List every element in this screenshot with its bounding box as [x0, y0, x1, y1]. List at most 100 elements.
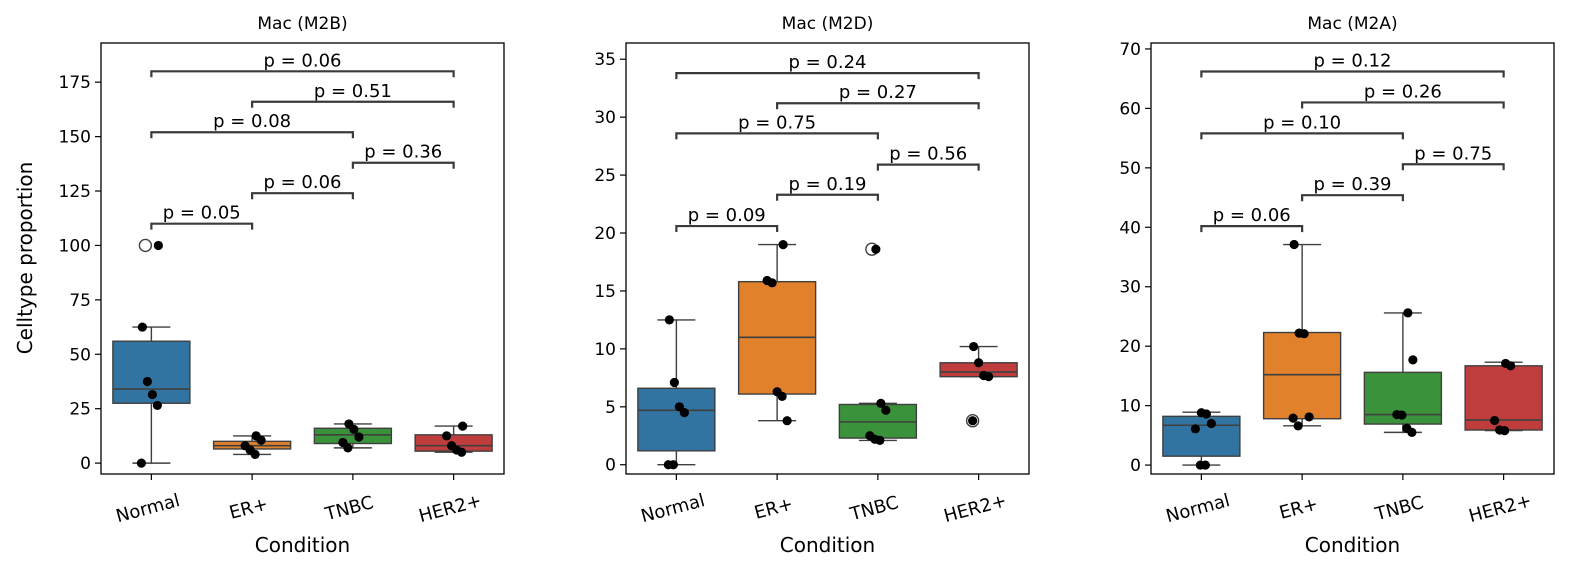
- bracket-line: [1401, 163, 1505, 171]
- data-point: [669, 377, 679, 388]
- data-point: [1490, 415, 1500, 426]
- bracket-line: [776, 102, 980, 110]
- significance-bracket: p = 0.10: [1200, 112, 1404, 140]
- box-HER2+: [1464, 361, 1543, 432]
- box-iqr: [112, 340, 191, 404]
- y-tick-label: 60: [1119, 99, 1141, 119]
- p-value-label: p = 0.12: [1313, 51, 1391, 72]
- p-value-label: p = 0.10: [1263, 112, 1341, 133]
- bracket-line: [675, 72, 980, 80]
- y-tick-label: 30: [594, 108, 616, 128]
- box-iqr: [1262, 331, 1342, 420]
- y-tick-label: 20: [594, 224, 616, 244]
- y-tick-label: 175: [59, 73, 91, 93]
- x-axis-label: Condition: [1305, 533, 1400, 557]
- chart-panel: Mac (M2A) p = 0.06 p = 0.39 p = 0.75 p = 0.1…: [1119, 14, 1555, 557]
- data-point: [447, 441, 457, 451]
- p-value-label: p = 0.24: [788, 52, 866, 73]
- p-value-label: p = 0.19: [788, 174, 866, 195]
- data-point: [1501, 358, 1511, 369]
- data-point: [1288, 413, 1298, 423]
- data-point: [147, 389, 157, 400]
- bracket-line: [251, 192, 354, 200]
- y-tick-label: 75: [69, 291, 91, 311]
- bracket-line: [1200, 70, 1505, 78]
- outlier-marker: [138, 238, 153, 253]
- significance-bracket: p = 0.36: [351, 142, 455, 169]
- bracket-line: [1200, 132, 1404, 140]
- data-point: [152, 400, 162, 411]
- p-value-label: p = 0.26: [1364, 81, 1442, 102]
- y-tick-label: 30: [1119, 278, 1141, 298]
- y-tick-label: 150: [59, 128, 91, 148]
- significance-bracket: p = 0.12: [1200, 51, 1505, 78]
- y-tick-label: 70: [1119, 40, 1141, 60]
- bracket-line: [351, 161, 455, 169]
- significance-bracket: p = 0.09: [675, 205, 779, 233]
- y-tick-label: 50: [1119, 159, 1141, 179]
- box-iqr: [1162, 415, 1241, 457]
- box-Normal: [112, 238, 191, 464]
- significance-bracket: p = 0.06: [150, 50, 455, 78]
- data-point: [1293, 421, 1303, 431]
- p-value-label: p = 0.06: [263, 50, 341, 71]
- y-tick-label: 100: [59, 236, 91, 256]
- data-point: [1196, 408, 1206, 418]
- data-point: [674, 402, 684, 412]
- data-point: [251, 431, 261, 441]
- data-point: [663, 460, 673, 470]
- x-axis-label: Condition: [780, 533, 875, 557]
- data-point: [136, 458, 146, 468]
- chart-title: Mac (M2D): [782, 14, 874, 34]
- y-tick-label: 10: [1119, 397, 1141, 417]
- data-point: [762, 275, 772, 286]
- data-point: [142, 376, 152, 387]
- data-point: [1304, 412, 1314, 422]
- data-point: [458, 421, 468, 431]
- significance-bracket: p = 0.26: [1301, 81, 1505, 109]
- data-point: [782, 416, 792, 426]
- p-value-label: p = 0.27: [839, 82, 917, 103]
- chart-title: Mac (M2A): [1307, 14, 1397, 34]
- box-Normal: [637, 319, 716, 466]
- significance-bracket: p = 0.39: [1301, 174, 1404, 202]
- data-point: [865, 431, 875, 441]
- y-tick-label: 5: [605, 398, 616, 418]
- data-point: [1408, 355, 1418, 365]
- data-point: [968, 416, 978, 426]
- data-point: [778, 239, 788, 250]
- bracket-line: [1301, 194, 1404, 202]
- p-value-label: p = 0.06: [263, 172, 341, 193]
- plot-frame: [625, 42, 1030, 475]
- p-value-label: p = 0.05: [163, 203, 241, 224]
- data-point: [871, 244, 881, 254]
- p-value-label: p = 0.36: [364, 142, 442, 163]
- chart-panel: Mac (M2D) p = 0.09 p = 0.19 p = 0.56 p = 0.7…: [594, 14, 1030, 557]
- x-axis-label: Condition: [255, 533, 350, 557]
- outlier-marker: [965, 414, 980, 428]
- data-point: [979, 370, 989, 381]
- y-tick-label: 40: [1119, 218, 1141, 238]
- y-tick-label: 50: [69, 345, 91, 365]
- data-point: [1403, 308, 1413, 318]
- data-point: [969, 341, 979, 352]
- bracket-line: [1200, 225, 1304, 233]
- significance-bracket: p = 0.08: [150, 111, 354, 139]
- data-point: [1190, 424, 1200, 434]
- p-value-label: p = 0.75: [1414, 143, 1492, 164]
- data-point: [338, 437, 348, 448]
- y-tick-label: 25: [69, 400, 91, 420]
- significance-bracket: p = 0.05: [150, 203, 254, 230]
- significance-bracket: p = 0.19: [776, 174, 879, 201]
- plot-frame: [1150, 42, 1555, 475]
- data-point: [153, 240, 163, 251]
- significance-bracket: p = 0.51: [251, 81, 455, 108]
- chart-title: Mac (M2B): [257, 14, 347, 34]
- data-point: [772, 387, 782, 397]
- data-point: [344, 419, 354, 429]
- box-TNBC: [838, 242, 918, 442]
- data-point: [442, 431, 452, 441]
- significance-bracket: p = 0.56: [876, 144, 980, 171]
- y-tick-label: 35: [594, 50, 616, 70]
